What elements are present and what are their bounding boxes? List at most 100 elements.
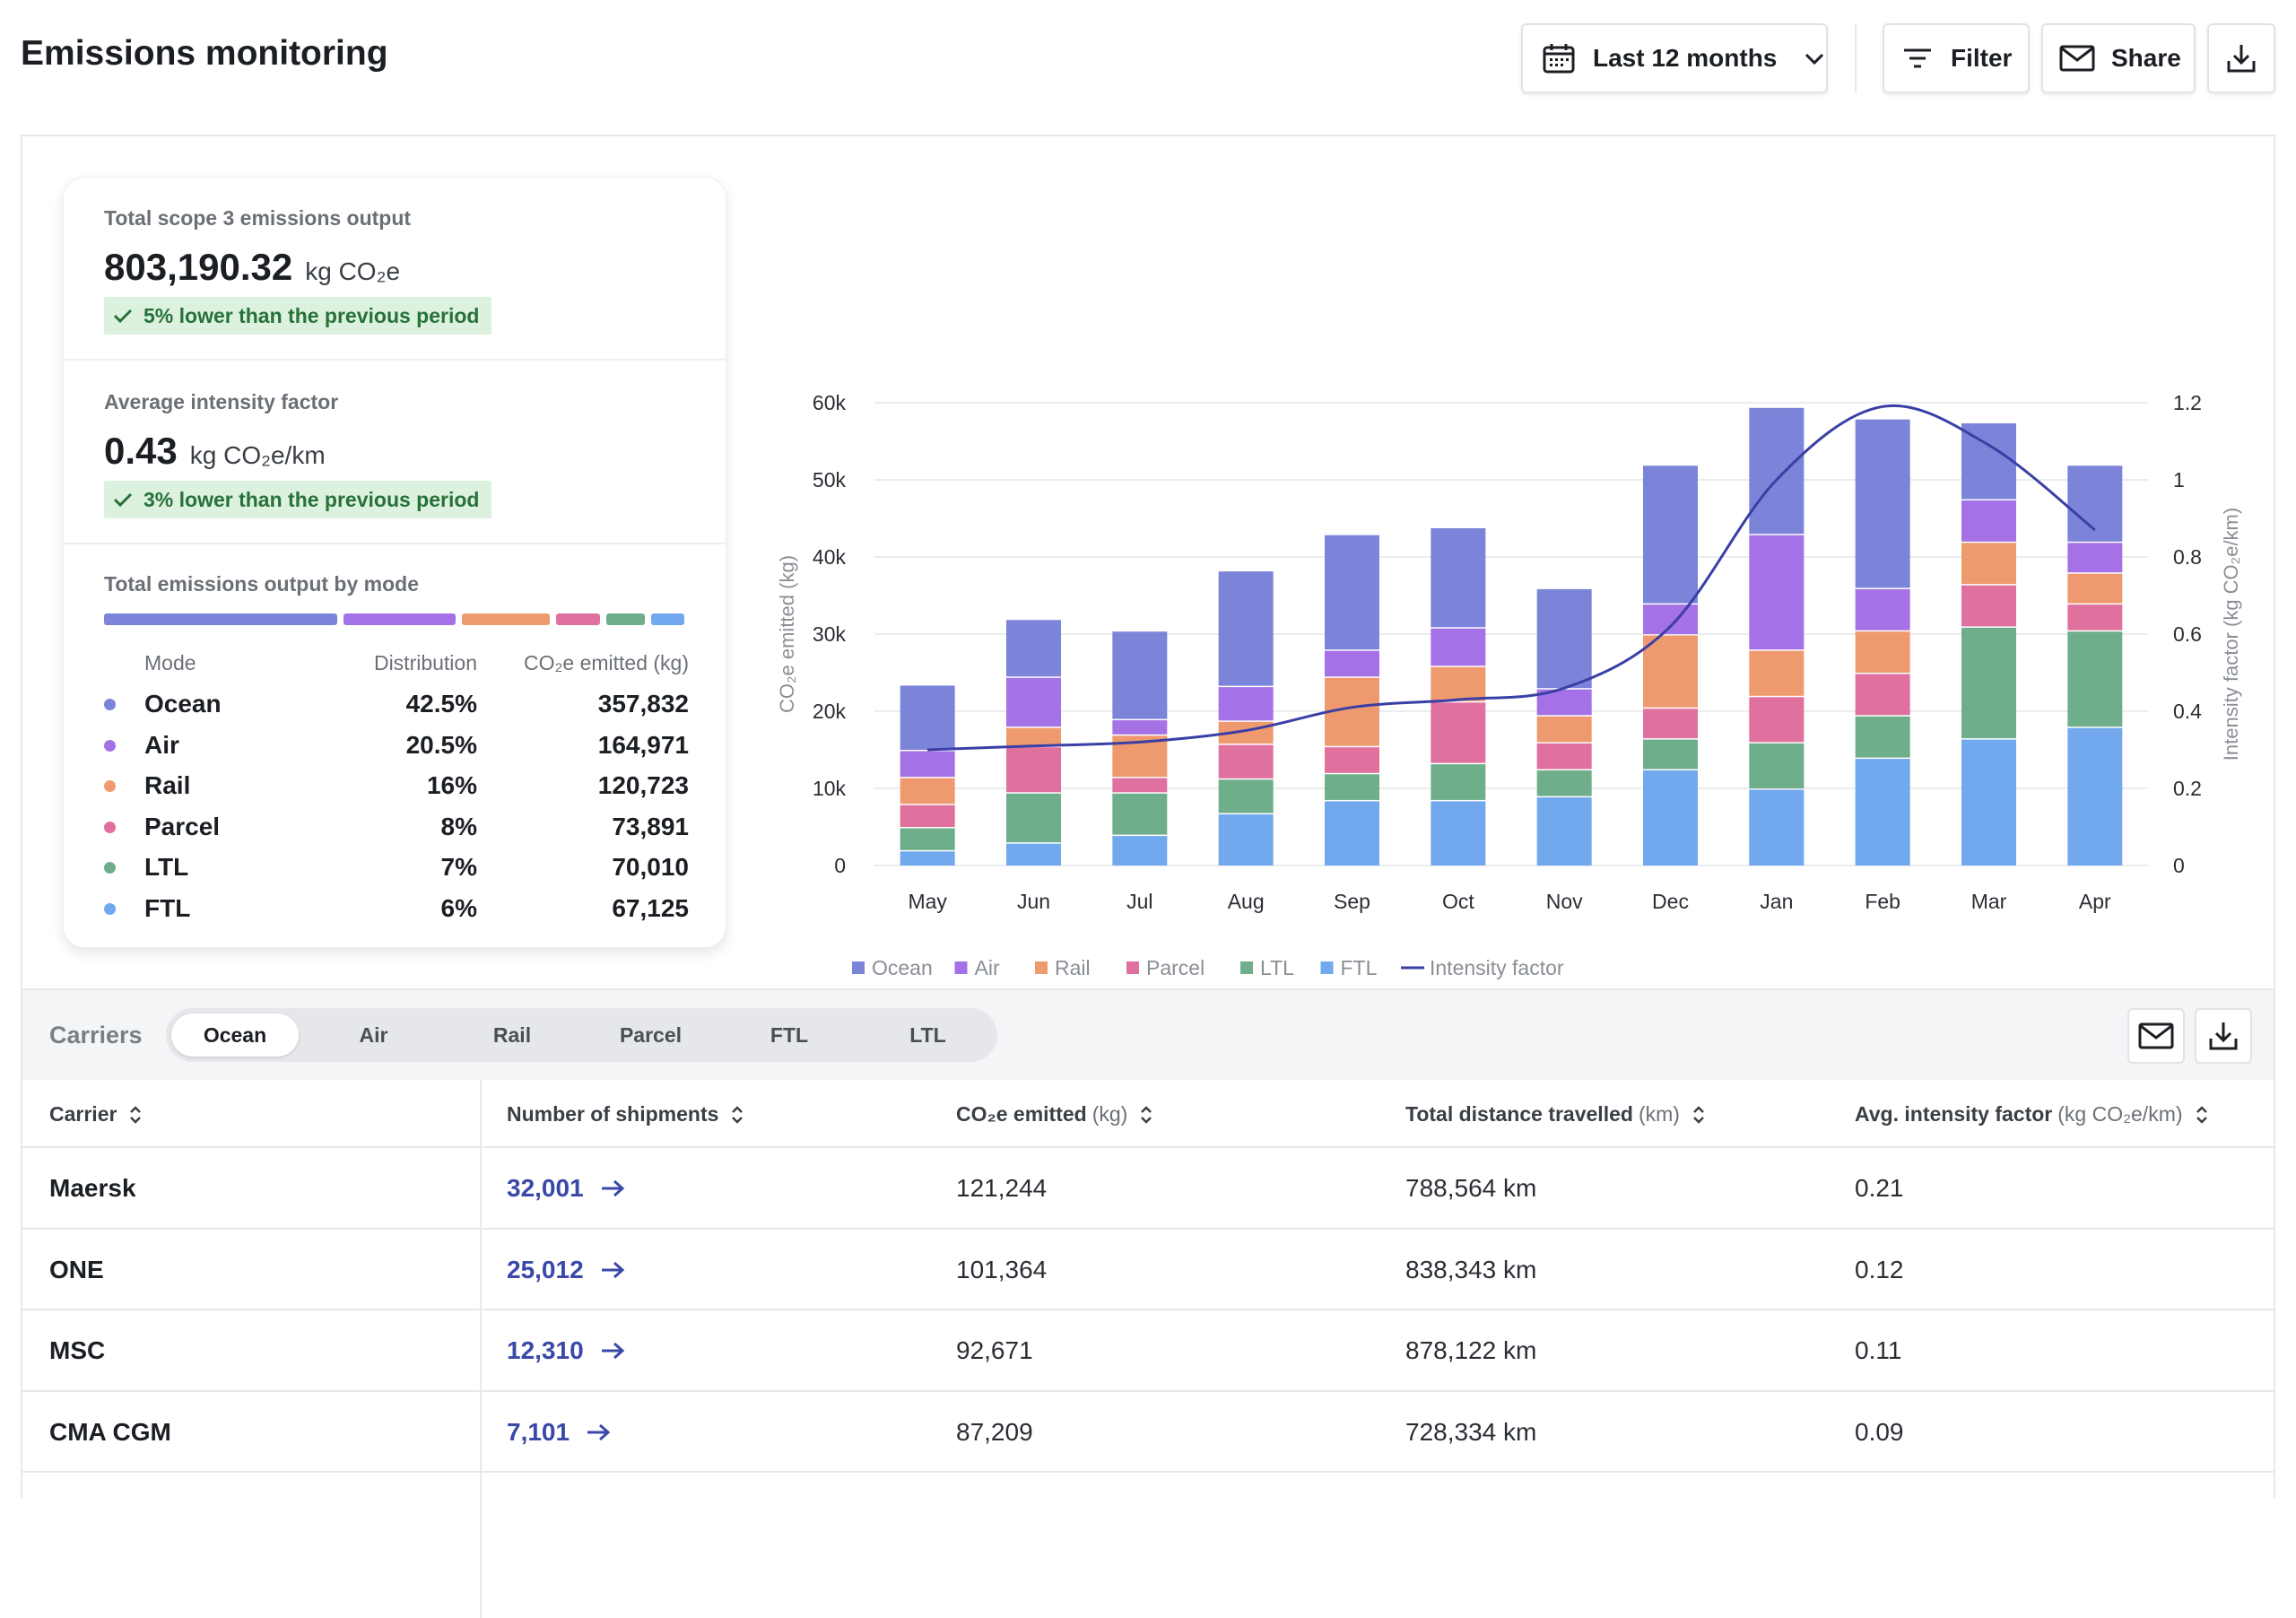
shipments-count: 12,310 <box>507 1336 584 1364</box>
bar-ocean <box>1431 527 1486 628</box>
shipments-link[interactable]: 7,101 <box>507 1418 611 1447</box>
column-header[interactable]: Number of shipments <box>507 1102 744 1127</box>
bar-ftl <box>1749 789 1805 866</box>
column-header-label: Total distance travelled <box>1405 1102 1633 1126</box>
bar-ltl <box>1643 739 1698 770</box>
table-row: CMA CGM 7,101 87,209 728,334 km 0.09 <box>22 1392 2274 1473</box>
mode-color-dot <box>104 902 116 915</box>
mode-color-dot <box>104 821 116 833</box>
bar-ocean <box>900 685 955 750</box>
legend-label: Air <box>975 956 1000 979</box>
table-row: MSC 12,310 92,671 878,122 km 0.11 <box>22 1310 2274 1392</box>
emissions-chart: 0 10k 20k 30k 40k 50k 60k 0 0.2 0.4 0.6 0.8 1 1.2 CO₂e… <box>767 244 2265 1015</box>
filter-button[interactable]: Filter <box>1883 23 2030 93</box>
bar-air <box>1855 588 1910 631</box>
mail-icon <box>2059 45 2095 72</box>
shipments-link[interactable]: 12,310 <box>507 1336 625 1365</box>
check-icon <box>113 309 133 324</box>
mode-distribution: 42.5% <box>405 690 477 718</box>
tab-parcel[interactable]: Parcel <box>619 1022 683 1047</box>
page-title: Emissions monitoring <box>21 34 388 73</box>
bar-rail <box>900 778 955 805</box>
x-tick-label: Aug <box>1228 890 1265 913</box>
y2-tick-label: 1 <box>2173 468 2185 491</box>
y2-tick-label: 0.6 <box>2173 622 2202 646</box>
cell-intensity: 0.21 <box>1855 1174 1904 1202</box>
bar-rail <box>1431 666 1486 701</box>
bar-ltl <box>1855 716 1910 758</box>
y-tick-label: 0 <box>834 854 846 877</box>
total-emissions-value: 803,190.32 kg CO₂e <box>104 246 401 288</box>
shipments-link[interactable]: 25,012 <box>507 1256 625 1284</box>
bar-ltl <box>1006 793 1061 843</box>
legend-swatch <box>1240 961 1253 974</box>
cell-distance: 788,564 km <box>1405 1174 1537 1202</box>
table-row: Maersk 32,001 121,244 788,564 km 0.21 <box>22 1148 2274 1230</box>
mode-name: Air <box>144 730 179 759</box>
intensity-value: 0.43 kg CO₂e/km <box>104 430 326 472</box>
legend-label: Parcel <box>1146 956 1205 979</box>
bar-ltl <box>2067 631 2123 727</box>
sort-icon <box>130 1105 142 1124</box>
legend-label: Intensity factor <box>1430 956 1564 979</box>
bar-ltl <box>1431 764 1486 800</box>
bar-rail <box>1006 727 1061 746</box>
legend-label: LTL <box>1260 956 1294 979</box>
mode-row: Rail 16% 120,723 <box>104 765 689 806</box>
intensity-change-badge: 3% lower than the previous period <box>104 481 492 518</box>
tab-rail[interactable]: Rail <box>492 1022 532 1047</box>
cell-carrier: CMA CGM <box>49 1417 171 1446</box>
mode-row: LTL 7% 70,010 <box>104 847 689 888</box>
mode-col-header: Mode <box>144 651 196 674</box>
bar-ocean <box>1218 571 1274 686</box>
bar-ftl <box>1431 801 1486 866</box>
x-tick-label: Feb <box>1865 890 1900 913</box>
emissions-chart-svg: 0 10k 20k 30k 40k 50k 60k 0 0.2 0.4 0.6 0.8 1 1.2 CO₂e… <box>776 391 2242 979</box>
x-tick-label: Apr <box>2079 890 2111 913</box>
bar-rail <box>1536 716 1592 743</box>
share-button[interactable]: Share <box>2041 23 2196 93</box>
mode-emitted: 120,723 <box>597 771 689 799</box>
column-divider <box>480 1080 482 1618</box>
bar-ltl <box>1749 743 1805 788</box>
bar-air <box>1112 720 1168 735</box>
column-header-label: Number of shipments <box>507 1102 719 1126</box>
mode-bar-segment-rail <box>462 613 550 625</box>
cell-distance: 838,343 km <box>1405 1255 1537 1283</box>
mode-distribution: 20.5% <box>405 730 477 759</box>
cell-intensity: 0.11 <box>1855 1336 1902 1364</box>
download-table-button[interactable] <box>2195 1008 2252 1064</box>
tab-ltl[interactable]: LTL <box>909 1022 946 1047</box>
carriers-toolbar: Carriers Ocean Air Rail Parcel FTL LTL <box>22 988 2274 1080</box>
legend-swatch <box>1126 961 1139 974</box>
y-tick-label: 60k <box>813 391 847 414</box>
mode-color-dot <box>104 862 116 874</box>
column-header[interactable]: Total distance travelled (km) <box>1405 1102 1705 1127</box>
bar-ocean <box>1749 407 1805 535</box>
bar-air <box>1218 687 1274 721</box>
column-header[interactable]: Avg. intensity factor (kg CO₂e/km) <box>1855 1102 2208 1127</box>
date-range-dropdown[interactable]: Last 12 months <box>1521 23 1828 93</box>
download-icon <box>2209 1022 2238 1050</box>
mode-bar-segment-air <box>344 613 456 625</box>
cell-emitted: 101,364 <box>956 1255 1048 1283</box>
total-change-badge: 5% lower than the previous period <box>104 297 492 335</box>
legend-swatch <box>1035 961 1048 974</box>
download-button[interactable] <box>2207 23 2275 93</box>
column-header[interactable]: Carrier <box>49 1102 142 1127</box>
legend-swatch <box>954 961 968 974</box>
x-tick-label: May <box>908 890 947 913</box>
column-header[interactable]: CO₂e emitted (kg) <box>956 1102 1152 1127</box>
cell-carrier: ONE <box>49 1255 104 1283</box>
tab-ftl[interactable]: FTL <box>770 1022 809 1047</box>
tab-air[interactable]: Air <box>359 1022 388 1047</box>
tab-ocean[interactable]: Ocean <box>171 1013 299 1057</box>
shipments-link[interactable]: 32,001 <box>507 1174 625 1203</box>
mode-emitted: 357,832 <box>597 690 689 718</box>
y2-tick-label: 0.4 <box>2173 700 2202 723</box>
bar-ftl <box>1006 843 1061 866</box>
email-table-button[interactable] <box>2127 1008 2185 1064</box>
top-bar: Emissions monitoring Last 12 months Filt… <box>0 0 2296 117</box>
total-emissions-label: Total scope 3 emissions output <box>104 206 412 230</box>
mode-distribution: 7% <box>440 853 477 881</box>
